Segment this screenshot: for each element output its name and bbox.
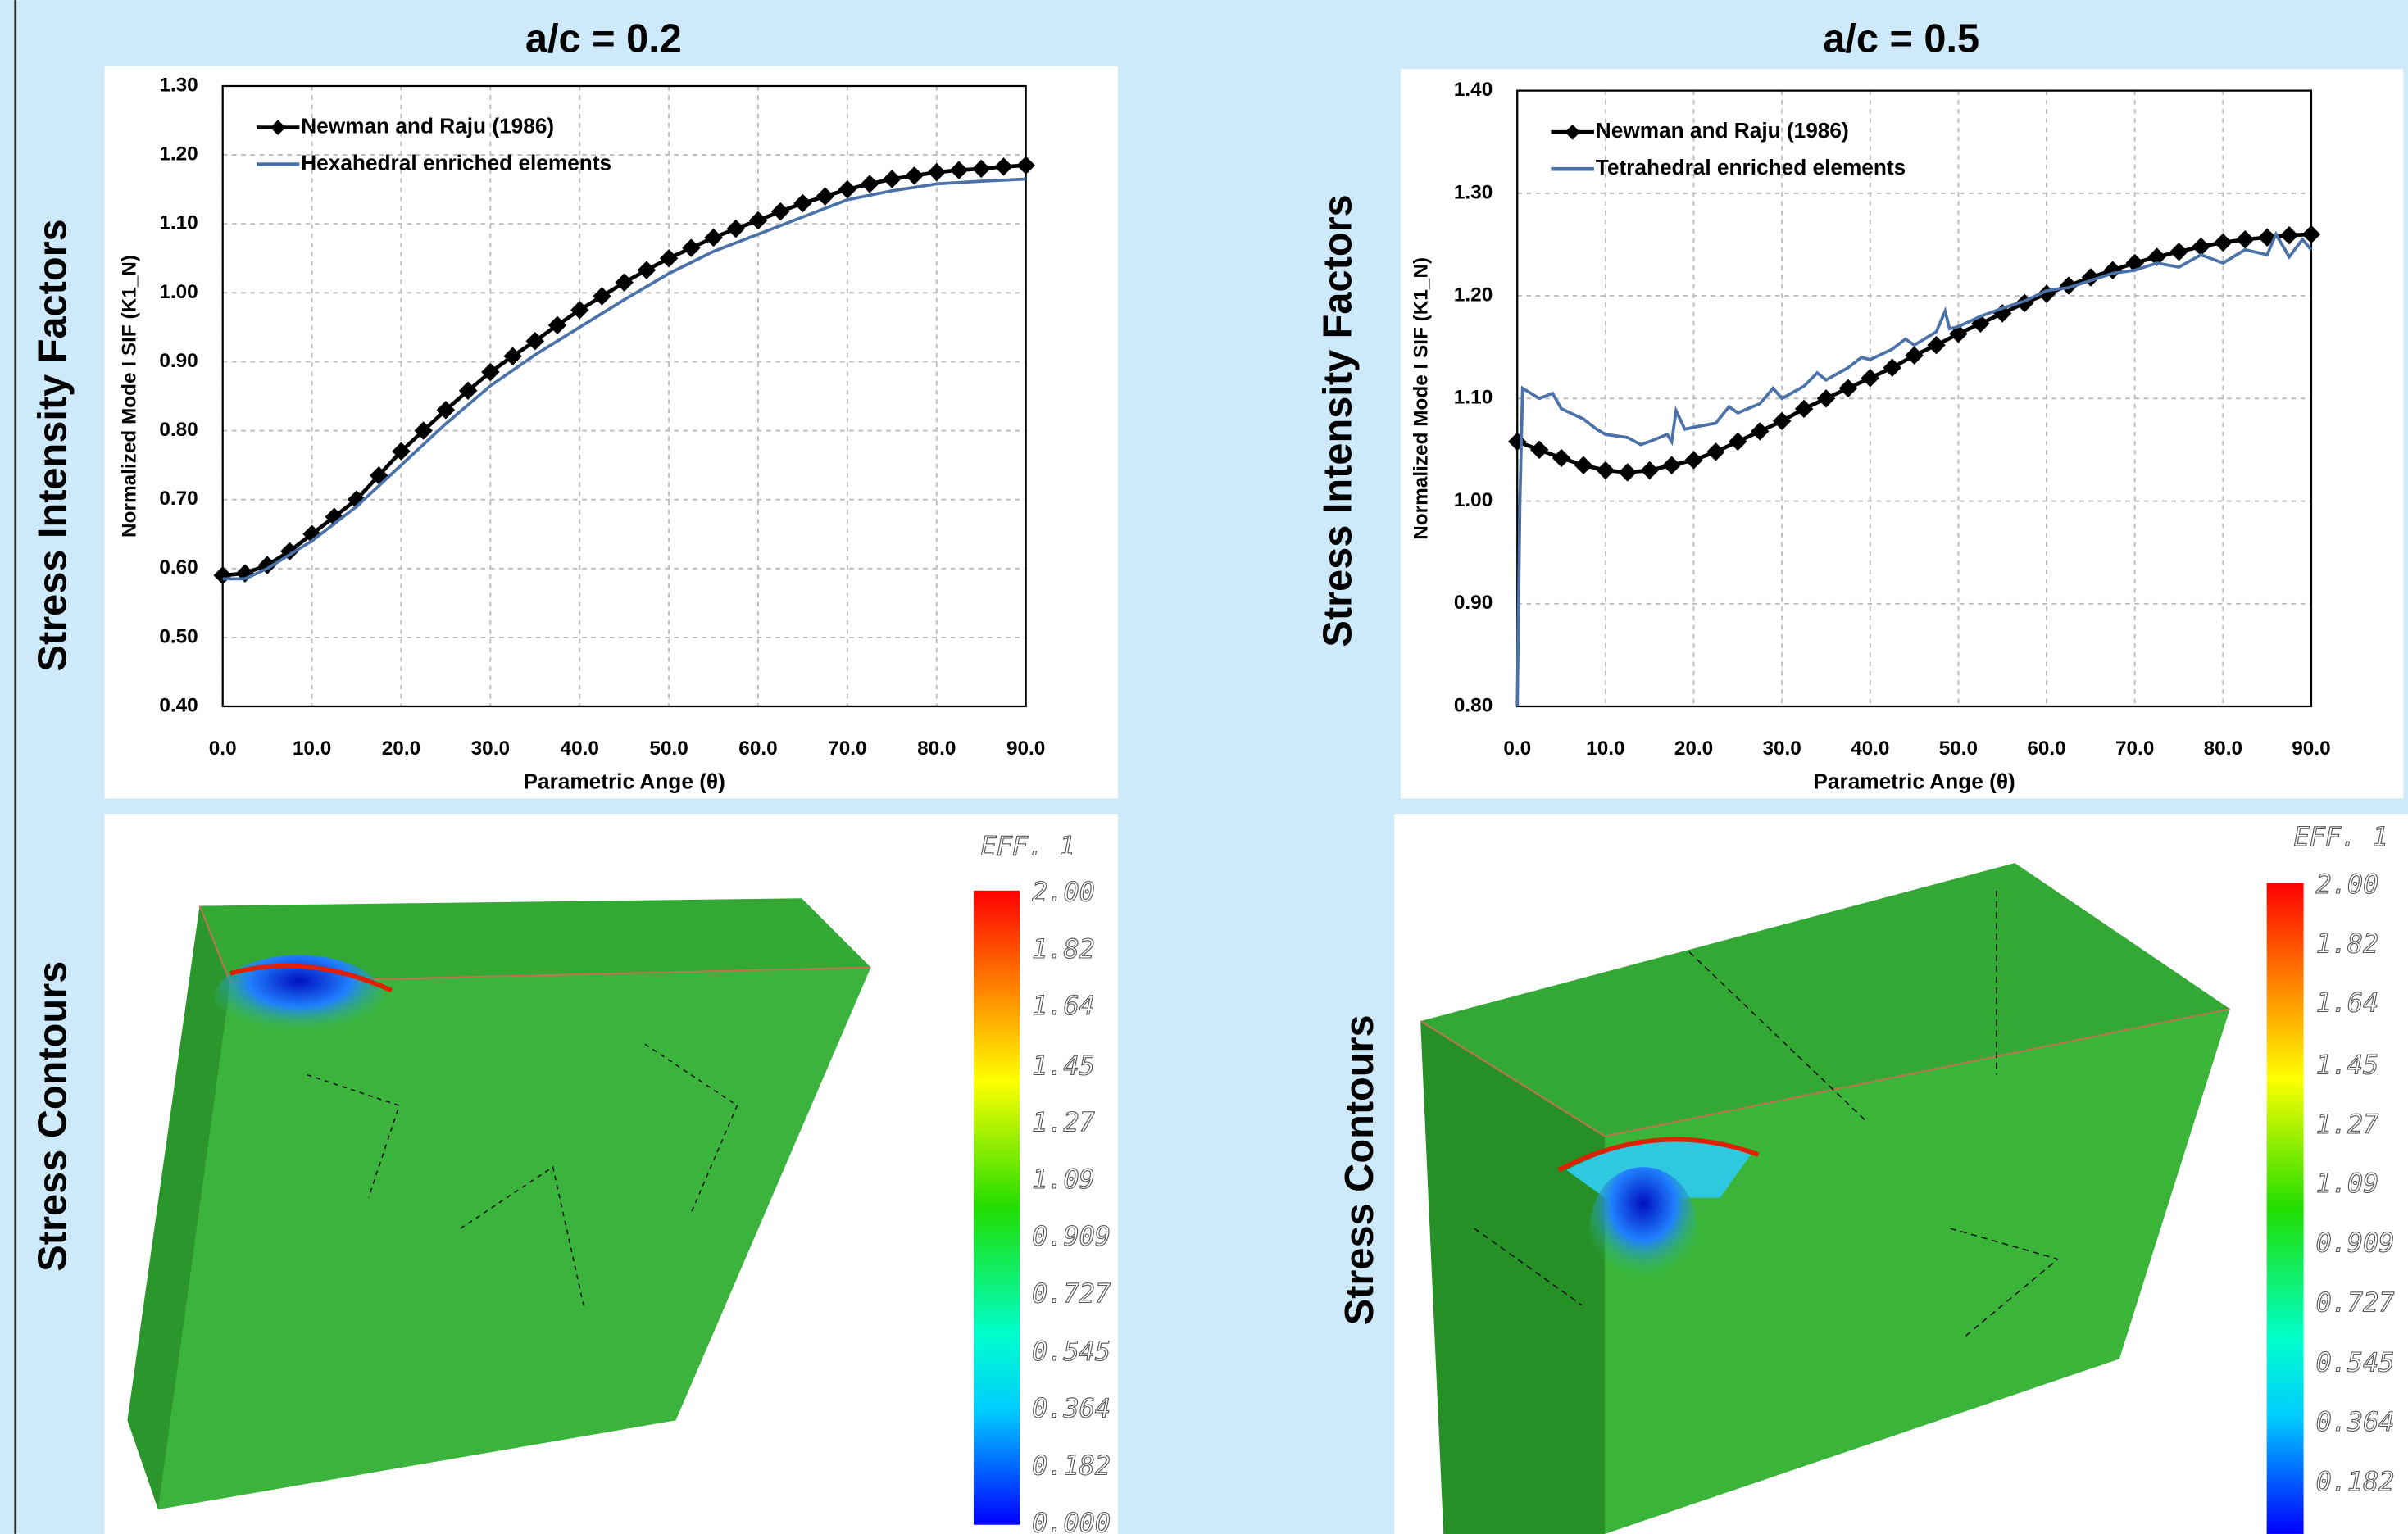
- x-axis-label: Parametric Ange (θ): [524, 769, 725, 794]
- x-tick-label: 40.0: [1851, 738, 1889, 760]
- y-tick-label: 0.60: [159, 556, 198, 579]
- y-tick-label: 1.30: [159, 74, 198, 96]
- row-label: Stress Contours: [30, 961, 75, 1272]
- y-axis-label: Normalized Mode I SIF (K1_N): [1411, 257, 1433, 540]
- y-axis-label: Normalized Mode I SIF (K1_N): [119, 255, 141, 538]
- row-label: Stress Intensity Factors: [1316, 194, 1361, 647]
- legend-label: Newman and Raju (1986): [301, 114, 554, 138]
- colorbar-label: 0.727: [1032, 1278, 1111, 1309]
- colorbar-title: EFF. 1: [981, 830, 1075, 861]
- y-tick-label: 1.00: [159, 281, 198, 303]
- colorbar: [2267, 883, 2304, 1533]
- colorbar: [974, 891, 1020, 1525]
- x-tick-label: 20.0: [382, 738, 420, 760]
- y-tick-label: 1.20: [1454, 284, 1493, 306]
- legend-label: Newman and Raju (1986): [1596, 118, 1849, 143]
- x-tick-label: 10.0: [293, 738, 331, 760]
- x-tick-label: 0.0: [209, 738, 237, 760]
- colorbar-label: 0.909: [1032, 1221, 1111, 1252]
- x-tick-label: 40.0: [561, 738, 599, 760]
- x-tick-label: 90.0: [1006, 738, 1045, 760]
- figure: Stress Intensity Factors Stress Contours…: [0, 0, 2408, 1534]
- y-tick-label: 0.70: [159, 488, 198, 510]
- x-tick-label: 70.0: [2115, 738, 2154, 760]
- x-tick-label: 20.0: [1674, 738, 1713, 760]
- colorbar-label: 1.82: [2316, 928, 2379, 959]
- x-tick-label: 10.0: [1586, 738, 1624, 760]
- colorbar-label: 1.82: [1032, 933, 1095, 964]
- x-tick-label: 0.0: [1503, 738, 1531, 760]
- colorbar-label: 1.45: [1032, 1050, 1095, 1081]
- chart-panel: [104, 66, 1118, 799]
- colorbar-label: 0.364: [1032, 1393, 1111, 1424]
- colorbar-label: 1.09: [1032, 1164, 1095, 1195]
- colorbar-label: 2.00: [2316, 869, 2379, 900]
- colorbar-label: 0.545: [1032, 1336, 1111, 1367]
- colorbar-label: 0.727: [2316, 1287, 2395, 1318]
- x-tick-label: 30.0: [471, 738, 510, 760]
- chart-title: a/c = 0.2: [525, 17, 682, 61]
- colorbar-label: 0.000: [1032, 1508, 1111, 1534]
- chart-title: a/c = 0.5: [1823, 17, 1979, 61]
- x-tick-label: 80.0: [917, 738, 956, 760]
- y-tick-label: 0.80: [1454, 694, 1493, 716]
- y-tick-label: 1.10: [159, 212, 198, 234]
- colorbar-label: 1.27: [2316, 1109, 2379, 1140]
- x-tick-label: 80.0: [2204, 738, 2242, 760]
- colorbar-label: 1.45: [2316, 1050, 2379, 1081]
- colorbar-title: EFF. 1: [2294, 821, 2388, 852]
- y-tick-label: 0.90: [159, 350, 198, 372]
- x-axis-label: Parametric Ange (θ): [1813, 769, 2015, 794]
- page: {"chart_data":[ {"type":"line","title":"…: [0, 0, 2408, 1534]
- x-tick-label: 60.0: [2027, 738, 2065, 760]
- row-label: Stress Intensity Factors: [30, 219, 75, 671]
- colorbar-label: 1.27: [1032, 1107, 1095, 1138]
- colorbar-label: 0.909: [2316, 1228, 2395, 1259]
- colorbar-label: 1.64: [1032, 990, 1095, 1021]
- y-tick-label: 1.00: [1454, 489, 1493, 511]
- y-tick-label: 1.10: [1454, 387, 1493, 409]
- colorbar-label: 2.00: [1032, 877, 1095, 908]
- y-tick-label: 1.30: [1454, 181, 1493, 203]
- colorbar-label: 0.182: [1032, 1450, 1111, 1482]
- y-tick-label: 0.50: [159, 625, 198, 647]
- x-tick-label: 60.0: [738, 738, 777, 760]
- colorbar-label: 1.64: [2316, 987, 2379, 1019]
- x-tick-label: 50.0: [1939, 738, 1978, 760]
- colorbar-label: 1.09: [2316, 1168, 2379, 1199]
- legend-label: Hexahedral enriched elements: [301, 150, 611, 175]
- colorbar-label: 0.364: [2316, 1406, 2395, 1437]
- y-tick-label: 0.90: [1454, 592, 1493, 614]
- colorbar-label: 0.182: [2316, 1466, 2395, 1497]
- legend-label: Tetrahedral enriched elements: [1596, 155, 1906, 179]
- y-tick-label: 1.40: [1454, 79, 1493, 101]
- x-tick-label: 30.0: [1762, 738, 1801, 760]
- y-tick-label: 0.40: [159, 694, 198, 716]
- row-label: Stress Contours: [1338, 1014, 1382, 1325]
- x-tick-label: 70.0: [828, 738, 866, 760]
- colorbar-label: 0.545: [2316, 1347, 2395, 1378]
- x-tick-label: 90.0: [2292, 738, 2330, 760]
- x-tick-label: 50.0: [649, 738, 688, 760]
- y-tick-label: 0.80: [159, 419, 198, 441]
- y-tick-label: 1.20: [159, 143, 198, 166]
